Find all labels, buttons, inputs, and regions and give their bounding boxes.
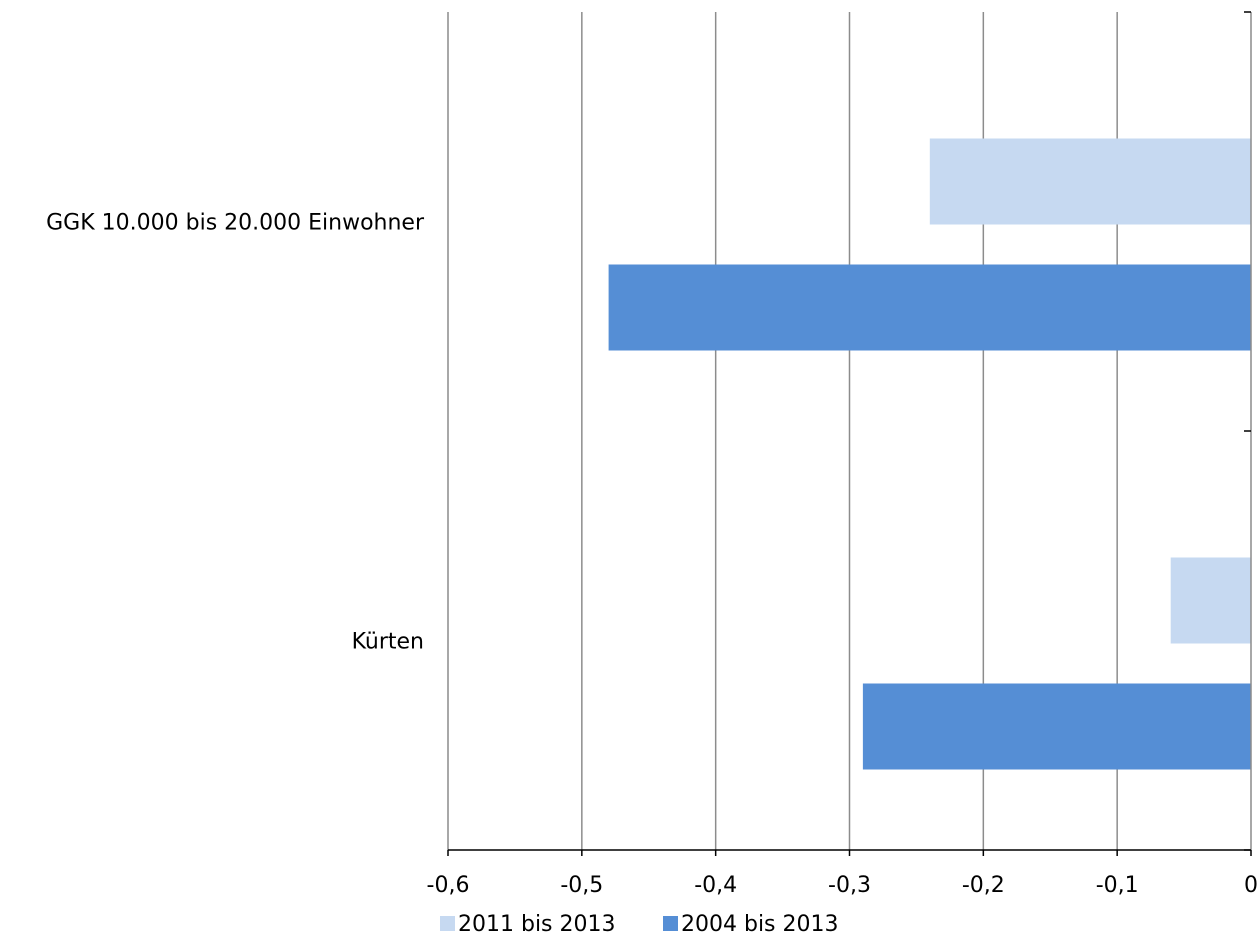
x-tick-label: 0 [1244,873,1258,898]
category-label: Kürten [352,630,424,655]
bars [608,138,1251,770]
category-label: GGK 10.000 bis 20.000 Einwohner [46,211,425,236]
x-tick-label: -0,3 [828,873,871,898]
bar-2011-2013-ggk [929,138,1251,225]
x-tick-label: -0,1 [1096,873,1139,898]
bar-2004-2013-kuerten [862,683,1251,770]
bar-2011-2013-kuerten [1170,557,1251,644]
bar-2004-2013-ggk [608,264,1251,351]
legend-swatch [440,916,455,931]
x-tick-label: -0,2 [962,873,1005,898]
legend-label: 2011 bis 2013 [458,912,616,937]
legend-swatch [663,916,678,931]
axes [447,11,1252,856]
x-tick-label: -0,6 [427,873,470,898]
legend: 2011 bis 2013 2004 bis 2013 [440,912,839,937]
x-tick-label: -0,5 [560,873,603,898]
x-tick-labels: -0,6 -0,5 -0,4 -0,3 -0,2 -0,1 0 [427,873,1258,898]
legend-label: 2004 bis 2013 [681,912,839,937]
category-labels: GGK 10.000 bis 20.000 Einwohner Kürten [46,211,425,655]
x-tick-label: -0,4 [694,873,737,898]
